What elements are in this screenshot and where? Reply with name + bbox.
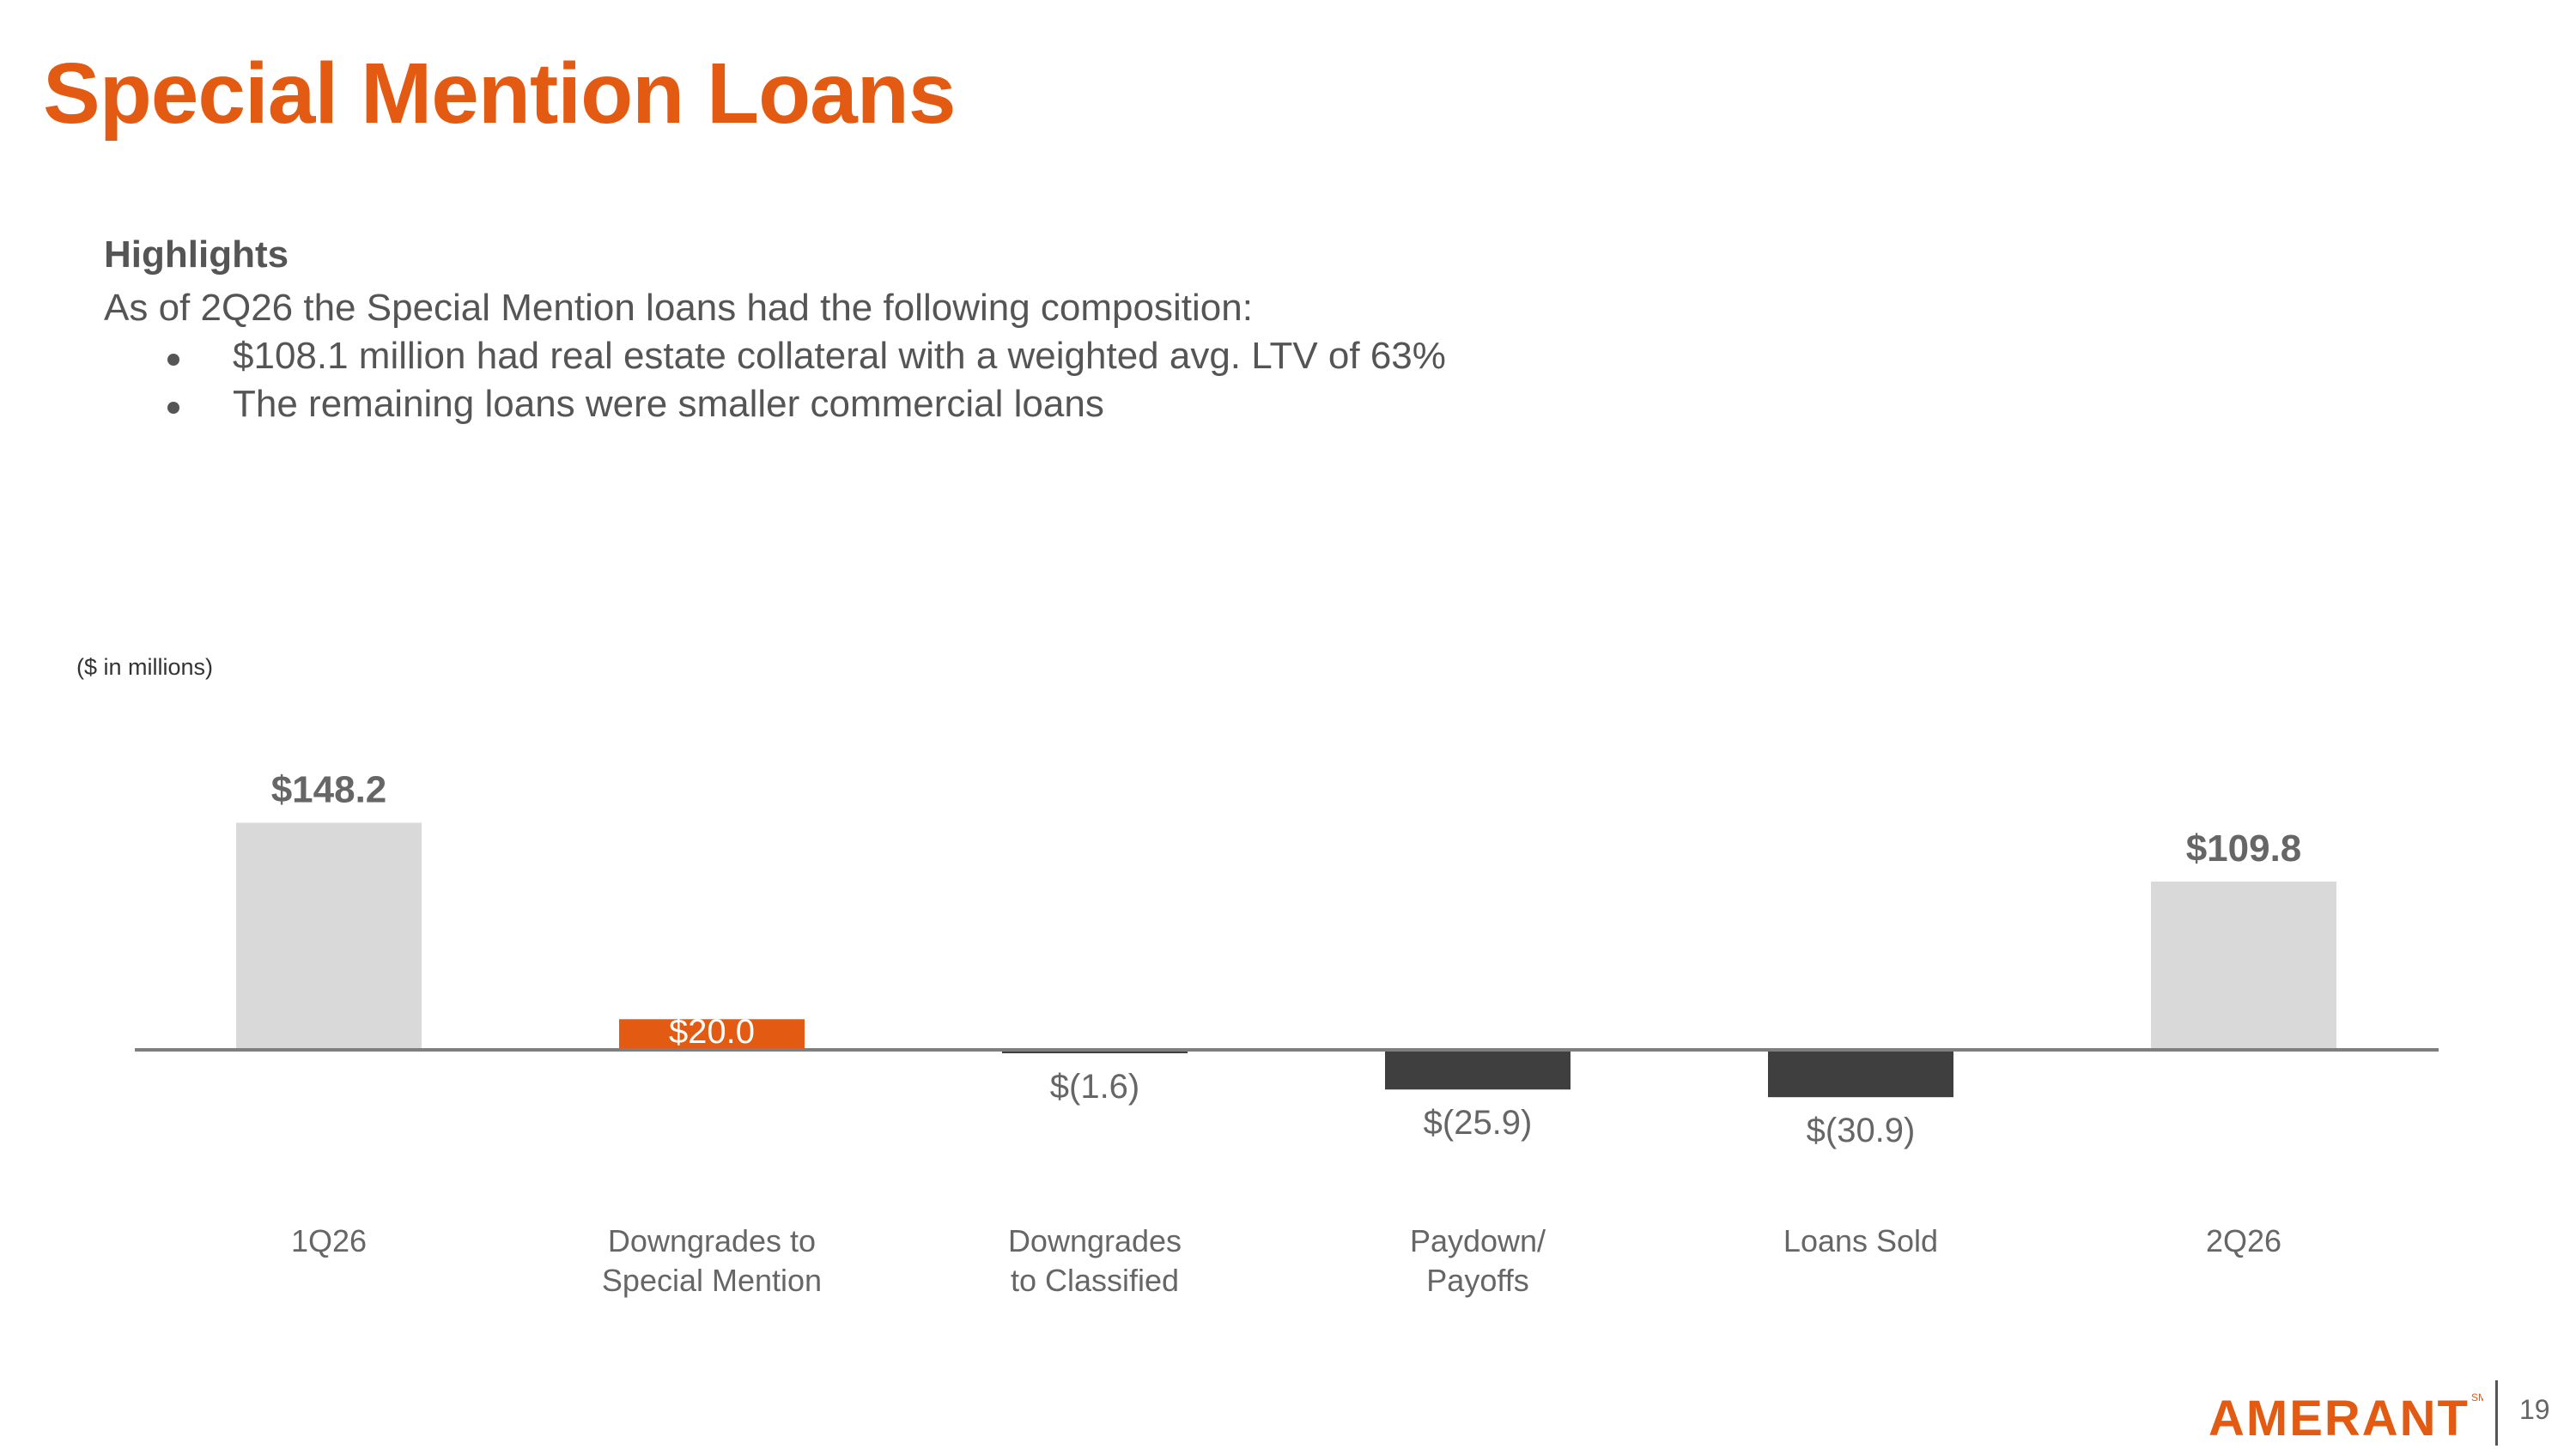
footer-divider [2495, 1380, 2498, 1446]
category-label-1: Downgrades to Special Mention [602, 1223, 822, 1298]
bar-0 [236, 822, 422, 1050]
labels-layer: $148.2 1Q26 $20.0 Downgrades to Special Ment… [271, 768, 2302, 1298]
highlights-heading: Highlights [104, 233, 289, 276]
highlight-bullet-text: The remaining loans were smaller commerc… [233, 383, 1104, 425]
bar-1 [619, 1019, 805, 1050]
bullet-dot-icon [167, 354, 179, 366]
bullet-dot-icon [167, 402, 179, 414]
category-label-0: 1Q26 [291, 1223, 367, 1258]
category-label-4: Loans Sold [1783, 1223, 1938, 1258]
category-label-3: Paydown/Payoffs [1410, 1223, 1546, 1298]
bar-4 [1768, 1050, 1953, 1098]
highlights-intro: As of 2Q26 the Special Mention loans had… [104, 287, 1253, 329]
units-note: ($ in millions) [76, 654, 214, 680]
amerant-logo: AMERANT SM [2208, 1391, 2483, 1446]
page-number: 19 [2519, 1394, 2550, 1425]
category-label-5: 2Q26 [2206, 1223, 2281, 1258]
bar-5 [2151, 882, 2336, 1050]
data-label-0: $148.2 [271, 768, 387, 810]
logo-service-mark: SM [2471, 1391, 2483, 1404]
bars-layer [236, 822, 2336, 1098]
page-title: Special Mention Loans [43, 45, 956, 142]
data-label-3: $(25.9) [1424, 1104, 1533, 1142]
data-label-5: $109.8 [2186, 828, 2302, 870]
bar-3 [1385, 1050, 1571, 1090]
data-label-2: $(1.6) [1050, 1068, 1140, 1106]
data-label-1: $20.0 [669, 1013, 755, 1051]
data-label-4: $(30.9) [1807, 1112, 1916, 1149]
category-label-2: Downgrades to Classified [1008, 1223, 1182, 1298]
highlight-bullet-text: $108.1 million had real estate collatera… [233, 335, 1446, 377]
logo-wordmark: AMERANT [2208, 1391, 2470, 1446]
